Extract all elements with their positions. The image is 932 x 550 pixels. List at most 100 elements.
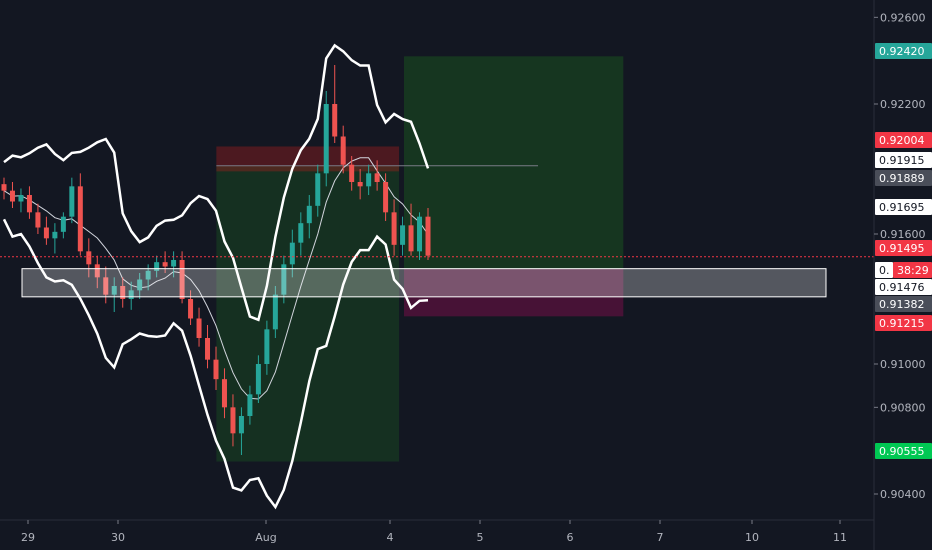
price-badge bbox=[875, 152, 932, 168]
price-badge-label: 0. bbox=[879, 264, 890, 277]
price-badge-label: 0.91382 bbox=[879, 298, 925, 311]
candle-body bbox=[298, 223, 304, 243]
price-badge bbox=[875, 315, 932, 331]
candle-body bbox=[272, 294, 278, 330]
candle-body bbox=[171, 260, 177, 267]
lower-band bbox=[2, 218, 429, 510]
candle-body bbox=[103, 277, 109, 295]
price-badge bbox=[875, 262, 893, 278]
candle-body bbox=[357, 182, 363, 187]
price-badge-label: 0.91915 bbox=[879, 154, 925, 167]
candle-body bbox=[120, 286, 126, 299]
bollinger-bands bbox=[2, 43, 430, 510]
price-labels: 0.92420 0.92004 0.91915 0.91889 0.91695 0.914… bbox=[875, 43, 932, 459]
y-tick-label: 0.91600 bbox=[880, 228, 926, 241]
short-stop-zone bbox=[404, 268, 624, 317]
x-tick-label: 11 bbox=[833, 531, 847, 544]
candle-body bbox=[230, 407, 236, 434]
candle-body bbox=[281, 264, 287, 295]
candle-body bbox=[111, 286, 117, 295]
candle-body bbox=[26, 195, 32, 213]
y-tick-label: 0.90400 bbox=[880, 488, 926, 501]
x-tick-label: 29 bbox=[21, 531, 35, 544]
y-tick-label: 0.90800 bbox=[880, 401, 926, 414]
overlays bbox=[0, 256, 874, 298]
candle-body bbox=[323, 104, 329, 174]
price-badge bbox=[893, 262, 932, 278]
x-tick-label: 4 bbox=[387, 531, 394, 544]
candle-body bbox=[128, 290, 134, 299]
price-badge bbox=[875, 240, 932, 256]
upper-band bbox=[3, 43, 430, 322]
candle-body bbox=[179, 260, 185, 299]
x-tick-label: 30 bbox=[111, 531, 125, 544]
price-badge-label: 0.91215 bbox=[879, 317, 925, 330]
price-badge-label: 0.91889 bbox=[879, 172, 925, 185]
price-badge-label: 0.91495 bbox=[879, 242, 925, 255]
candle-body bbox=[255, 364, 261, 395]
candle-body bbox=[340, 136, 346, 165]
candle-body bbox=[408, 225, 414, 252]
candle-body bbox=[205, 338, 211, 360]
candle-body bbox=[1, 184, 7, 191]
price-badge bbox=[875, 279, 932, 295]
y-tick-label: 0.92600 bbox=[880, 11, 926, 24]
candle-body bbox=[18, 195, 24, 202]
candle-body bbox=[86, 251, 92, 265]
stop-loss-zone bbox=[216, 146, 400, 172]
candle-body bbox=[188, 299, 194, 319]
x-tick-label: 7 bbox=[657, 531, 664, 544]
price-axis[interactable]: 0.92600 0.92200 0.91600 0.91000 0.90800 0.904… bbox=[874, 11, 926, 501]
candle-body bbox=[366, 173, 372, 187]
x-tick-label: 10 bbox=[745, 531, 759, 544]
y-tick-label: 0.91000 bbox=[880, 358, 926, 371]
candle-body bbox=[77, 186, 83, 252]
candle-body bbox=[145, 270, 151, 280]
price-badge-label: 0.91695 bbox=[879, 201, 925, 214]
middle-band bbox=[3, 157, 429, 400]
price-badge-label: 0.91476 bbox=[879, 281, 925, 294]
position-layer bbox=[216, 56, 624, 462]
price-badge-label: 0.90555 bbox=[879, 445, 925, 458]
candle-body bbox=[264, 329, 270, 364]
candle-body bbox=[425, 216, 431, 256]
candles bbox=[1, 65, 431, 455]
candle-body bbox=[391, 212, 397, 245]
candle-body bbox=[247, 394, 253, 416]
price-badge bbox=[875, 296, 932, 312]
candle-body bbox=[9, 190, 15, 202]
candle-body bbox=[213, 359, 219, 380]
candle-body bbox=[374, 173, 380, 182]
price-badge-label: 38:29 bbox=[897, 264, 929, 277]
x-tick-label: Aug bbox=[255, 531, 276, 544]
price-badge bbox=[875, 170, 932, 186]
price-badge-label: 0.92420 bbox=[879, 45, 925, 58]
candle-body bbox=[154, 262, 160, 271]
y-tick-label: 0.92200 bbox=[880, 98, 926, 111]
candle-body bbox=[162, 262, 168, 267]
candle-body bbox=[332, 104, 338, 137]
support-zone bbox=[21, 268, 827, 298]
x-tick-label: 6 bbox=[567, 531, 574, 544]
candle-body bbox=[221, 379, 227, 408]
short-profit-zone bbox=[404, 56, 624, 269]
price-badge bbox=[875, 43, 932, 59]
candle-body bbox=[69, 186, 75, 217]
candle-body bbox=[137, 279, 143, 291]
candle-body bbox=[196, 318, 202, 338]
candle-body bbox=[94, 264, 100, 278]
price-badge-label: 0.92004 bbox=[879, 134, 925, 147]
candle-body bbox=[35, 212, 41, 228]
candle-body bbox=[289, 242, 295, 265]
candle-body bbox=[383, 182, 389, 213]
x-tick-label: 5 bbox=[477, 531, 484, 544]
candle-body bbox=[349, 164, 355, 182]
candle-body bbox=[315, 173, 321, 206]
candle-body bbox=[306, 205, 312, 224]
candle-body bbox=[417, 216, 423, 252]
time-axis[interactable]: 29 30 Aug 4 5 6 7 10 11 bbox=[21, 520, 847, 544]
price-badge bbox=[875, 199, 932, 215]
plot-background bbox=[0, 0, 874, 520]
candle-body bbox=[400, 225, 406, 245]
